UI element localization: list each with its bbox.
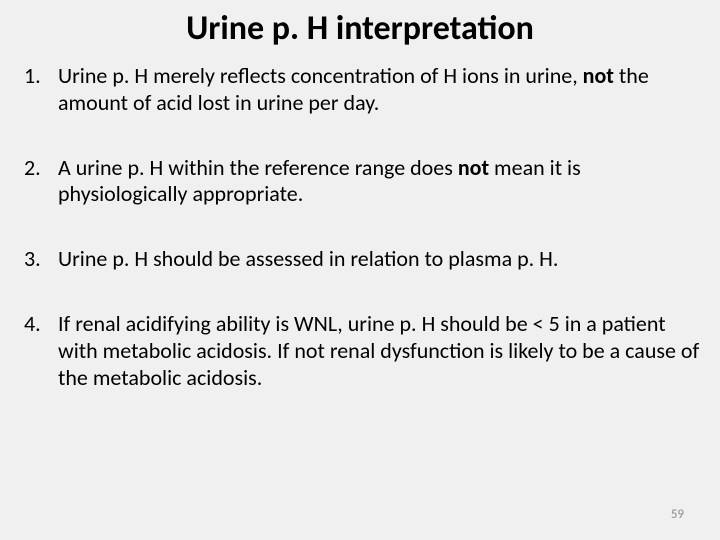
points-list: Urine p. H merely reflects concentration… xyxy=(20,63,700,392)
list-item: A urine p. H within the reference range … xyxy=(20,155,700,209)
text-segment: not xyxy=(458,154,489,181)
text-segment: Urine p. H merely reflects concentration… xyxy=(58,62,583,89)
list-item: Urine p. H merely reflects concentration… xyxy=(20,63,700,117)
list-item: If renal acidifying ability is WNL, urin… xyxy=(20,311,700,391)
text-segment: A urine p. H within the reference range … xyxy=(58,154,458,181)
page-number: 59 xyxy=(671,507,684,522)
text-segment: If renal acidifying ability is WNL, urin… xyxy=(58,310,699,391)
text-segment: Urine p. H should be assessed in relatio… xyxy=(58,245,558,272)
list-item: Urine p. H should be assessed in relatio… xyxy=(20,246,700,273)
text-segment: not xyxy=(583,62,614,89)
slide-title: Urine p. H interpretation xyxy=(20,8,700,49)
